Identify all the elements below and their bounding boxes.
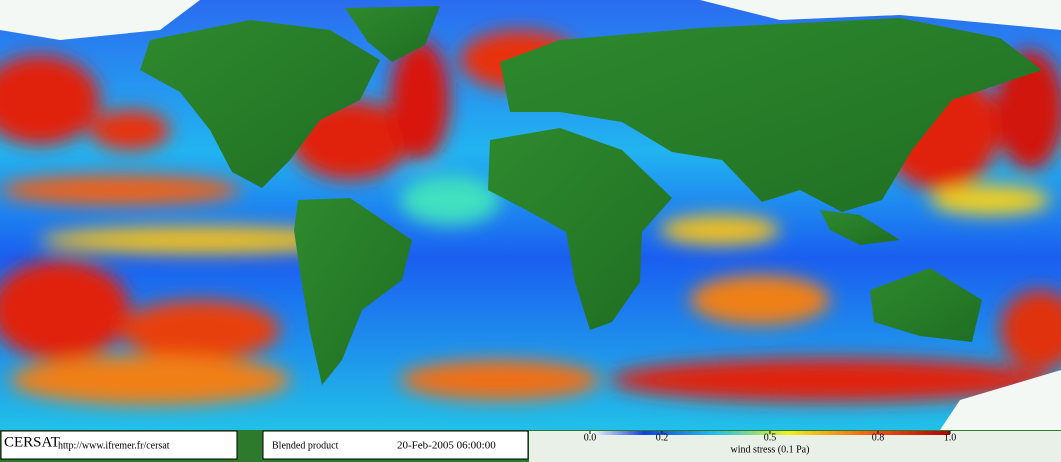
colorbar-tick-label: 0.5 (764, 432, 777, 443)
date: 20-Feb-2005 06:00:00 (397, 440, 496, 452)
footer-box (262, 430, 529, 460)
colorbar-label: wind stress (0.1 Pa) (731, 444, 810, 455)
colorbar-panel (529, 431, 1061, 462)
product: Blended product (272, 440, 339, 451)
colorbar-tick-label: 0.8 (872, 432, 885, 443)
logo: CERSAT (4, 434, 60, 450)
footer-box (0, 430, 238, 460)
colorbar-tick-label: 0.2 (656, 432, 669, 443)
colorbar-tick-label: 1.0 (944, 432, 957, 443)
url: http://www.ifremer.fr/cersat (58, 440, 170, 451)
land (140, 6, 1042, 385)
colorbar-tick-label: 0.0 (584, 432, 597, 443)
ice (0, 0, 1061, 430)
